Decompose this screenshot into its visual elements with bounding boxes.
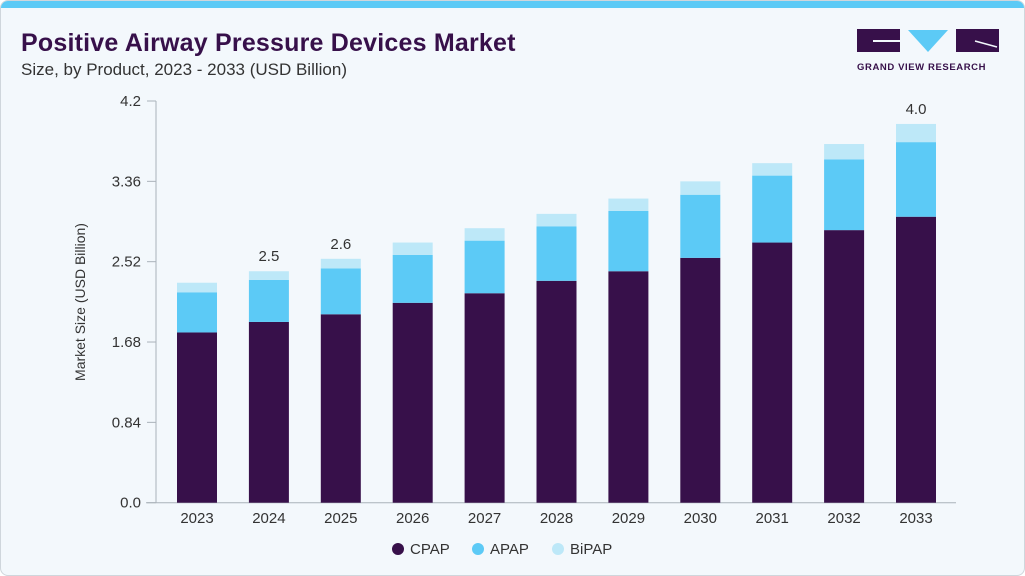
data-label: 2.6 [330, 236, 351, 253]
data-label: 4.0 [906, 101, 927, 118]
bar-bipap-2023 [177, 282, 217, 293]
x-tick-label: 2028 [540, 510, 573, 527]
bar-cpap-2031 [752, 242, 793, 503]
legend-marker-cpap [392, 543, 404, 555]
bar-cpap-2033 [896, 216, 936, 503]
y-tick-label: 1.68 [112, 334, 141, 351]
y-tick-label: 3.36 [112, 173, 141, 190]
bar-cpap-2023 [177, 332, 217, 503]
x-tick-label: 2032 [827, 510, 860, 527]
y-tick-label: 0.84 [112, 414, 141, 431]
x-tick-label: 2023 [180, 510, 213, 527]
y-axis-label: Market Size (USD Billion) [72, 223, 88, 381]
legend-label-cpap: CPAP [410, 541, 450, 558]
bar-apap-2033 [896, 142, 936, 217]
bar-apap-2024 [248, 279, 289, 322]
bar-apap-2032 [824, 159, 865, 231]
accent-bar [1, 1, 1024, 8]
bar-bipap-2027 [464, 228, 505, 241]
bar-cpap-2025 [320, 314, 361, 503]
bars [177, 123, 936, 503]
bar-cpap-2024 [248, 321, 289, 503]
bar-bipap-2025 [320, 258, 361, 269]
legend-marker-bipap [552, 543, 564, 555]
bar-bipap-2024 [248, 271, 289, 280]
bar-bipap-2031 [752, 163, 793, 176]
y-tick-label: 2.52 [112, 254, 141, 271]
data-label: 2.5 [258, 248, 279, 265]
x-tick-label: 2027 [468, 510, 501, 527]
chart-subtitle: Size, by Product, 2023 - 2033 (USD Billi… [21, 60, 347, 79]
labels: 2.5 2.6 4.0 [258, 101, 926, 265]
y-tick-label: 4.2 [120, 93, 141, 110]
legend-marker-apap [472, 543, 484, 555]
bar-bipap-2026 [392, 242, 433, 255]
bar-apap-2030 [680, 194, 721, 258]
legend-label-apap: APAP [490, 541, 529, 558]
bar-cpap-2027 [464, 293, 505, 503]
bar-cpap-2028 [536, 280, 577, 503]
x-tick-label: 2029 [612, 510, 645, 527]
chart-title: Positive Airway Pressure Devices Market [21, 29, 516, 57]
y-tick-label: 0.0 [120, 495, 141, 512]
bar-apap-2025 [320, 268, 361, 315]
legend-label-bipap: BiPAP [570, 541, 612, 558]
x-tick-label: 2025 [324, 510, 357, 527]
bar-apap-2028 [536, 226, 577, 281]
bar-cpap-2026 [392, 302, 433, 503]
bar-cpap-2029 [608, 271, 649, 503]
x-tick-label: 2030 [684, 510, 717, 527]
bar-apap-2023 [177, 292, 217, 333]
x-tick-label: 2024 [252, 510, 285, 527]
x-tick-label: 2031 [756, 510, 789, 527]
logo-text: GRAND VIEW RESEARCH [857, 62, 987, 73]
bar-apap-2026 [392, 254, 433, 303]
x-tick-label: 2026 [396, 510, 429, 527]
bar-bipap-2028 [536, 213, 577, 227]
grand-view-research-logo: GRAND VIEW RESEARCH [857, 29, 999, 73]
bar-bipap-2029 [608, 198, 649, 211]
bar-apap-2027 [464, 240, 505, 294]
bar-bipap-2030 [680, 181, 721, 195]
bar-bipap-2032 [824, 144, 865, 160]
bar-bipap-2033 [896, 123, 936, 143]
bar-apap-2029 [608, 210, 649, 272]
legend: CPAP APAP BiPAP [392, 541, 612, 558]
bar-cpap-2032 [824, 230, 865, 503]
bar-apap-2031 [752, 175, 793, 243]
x-tick-label: 2033 [899, 510, 932, 527]
gvr-logo-icon [857, 29, 999, 52]
bar-cpap-2030 [680, 257, 721, 503]
